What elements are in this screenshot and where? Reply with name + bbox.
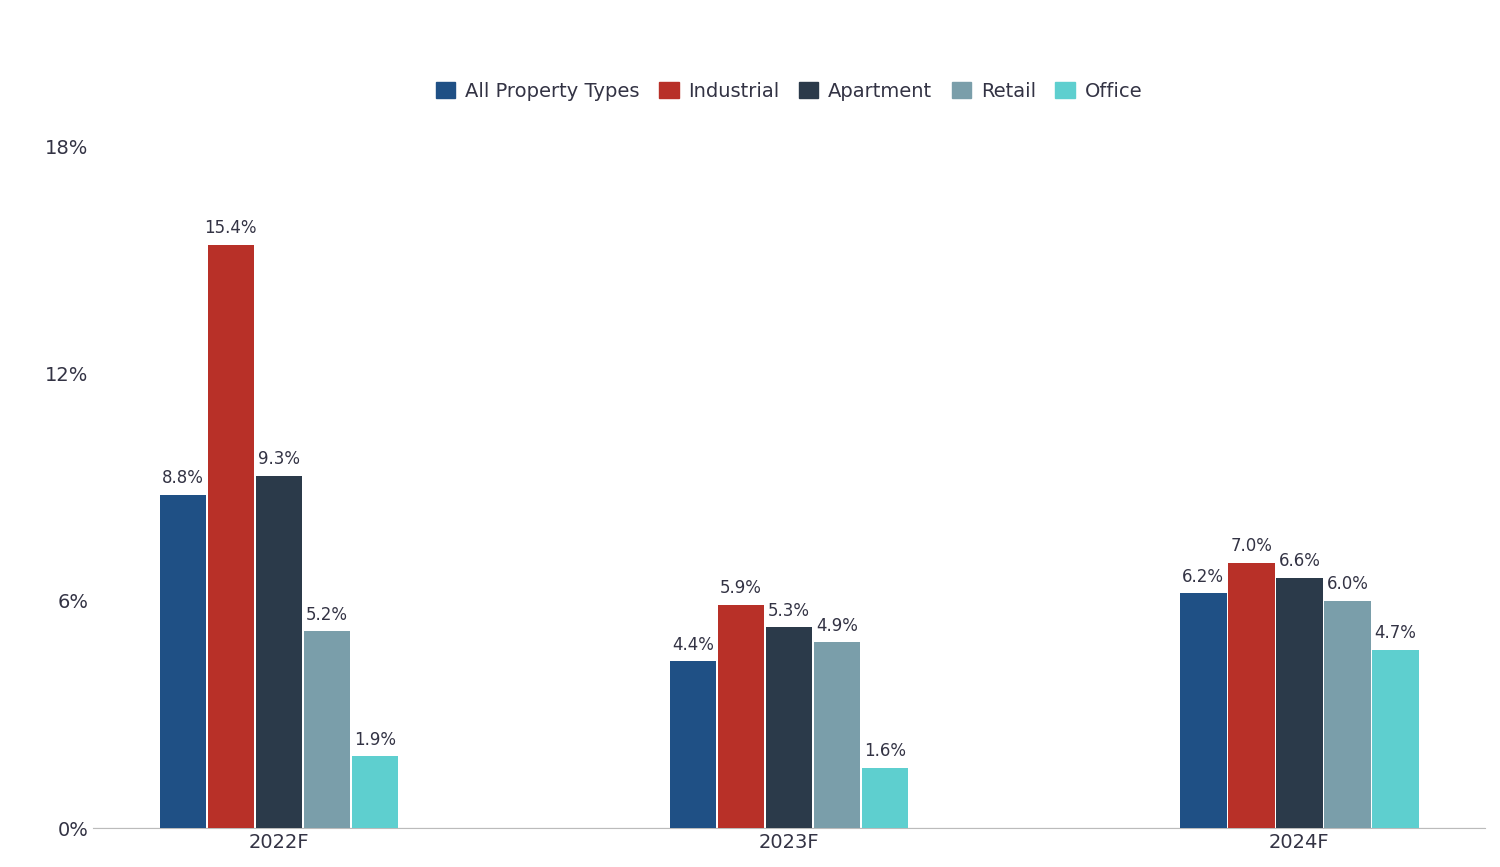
Text: 6.0%: 6.0% <box>1326 575 1368 593</box>
Legend: All Property Types, Industrial, Apartment, Retail, Office: All Property Types, Industrial, Apartmen… <box>427 74 1150 108</box>
Text: 5.3%: 5.3% <box>768 602 810 620</box>
Text: 5.2%: 5.2% <box>306 605 348 623</box>
Bar <box>255 476 302 828</box>
Text: 7.0%: 7.0% <box>1230 538 1272 556</box>
Bar <box>303 631 350 828</box>
Text: 6.6%: 6.6% <box>1278 552 1320 570</box>
Bar <box>207 244 254 828</box>
Bar <box>159 495 206 828</box>
Bar <box>351 756 398 828</box>
Bar <box>1324 601 1371 828</box>
Text: 15.4%: 15.4% <box>204 219 257 237</box>
Text: 8.8%: 8.8% <box>162 469 204 487</box>
Text: 4.7%: 4.7% <box>1374 624 1416 642</box>
Bar <box>1276 578 1323 828</box>
Bar <box>1372 650 1419 828</box>
Text: 9.3%: 9.3% <box>258 450 300 468</box>
Bar <box>766 628 813 828</box>
Bar <box>1228 563 1275 828</box>
Text: 1.6%: 1.6% <box>864 742 906 760</box>
Text: 4.4%: 4.4% <box>672 636 714 654</box>
Text: 1.9%: 1.9% <box>354 731 396 748</box>
Bar <box>862 767 909 828</box>
Bar <box>815 642 861 828</box>
Bar <box>670 662 716 828</box>
Text: 6.2%: 6.2% <box>1182 568 1224 585</box>
Bar <box>1180 593 1227 828</box>
Bar <box>718 604 765 828</box>
Text: 4.9%: 4.9% <box>816 617 858 635</box>
Text: 5.9%: 5.9% <box>720 579 762 597</box>
